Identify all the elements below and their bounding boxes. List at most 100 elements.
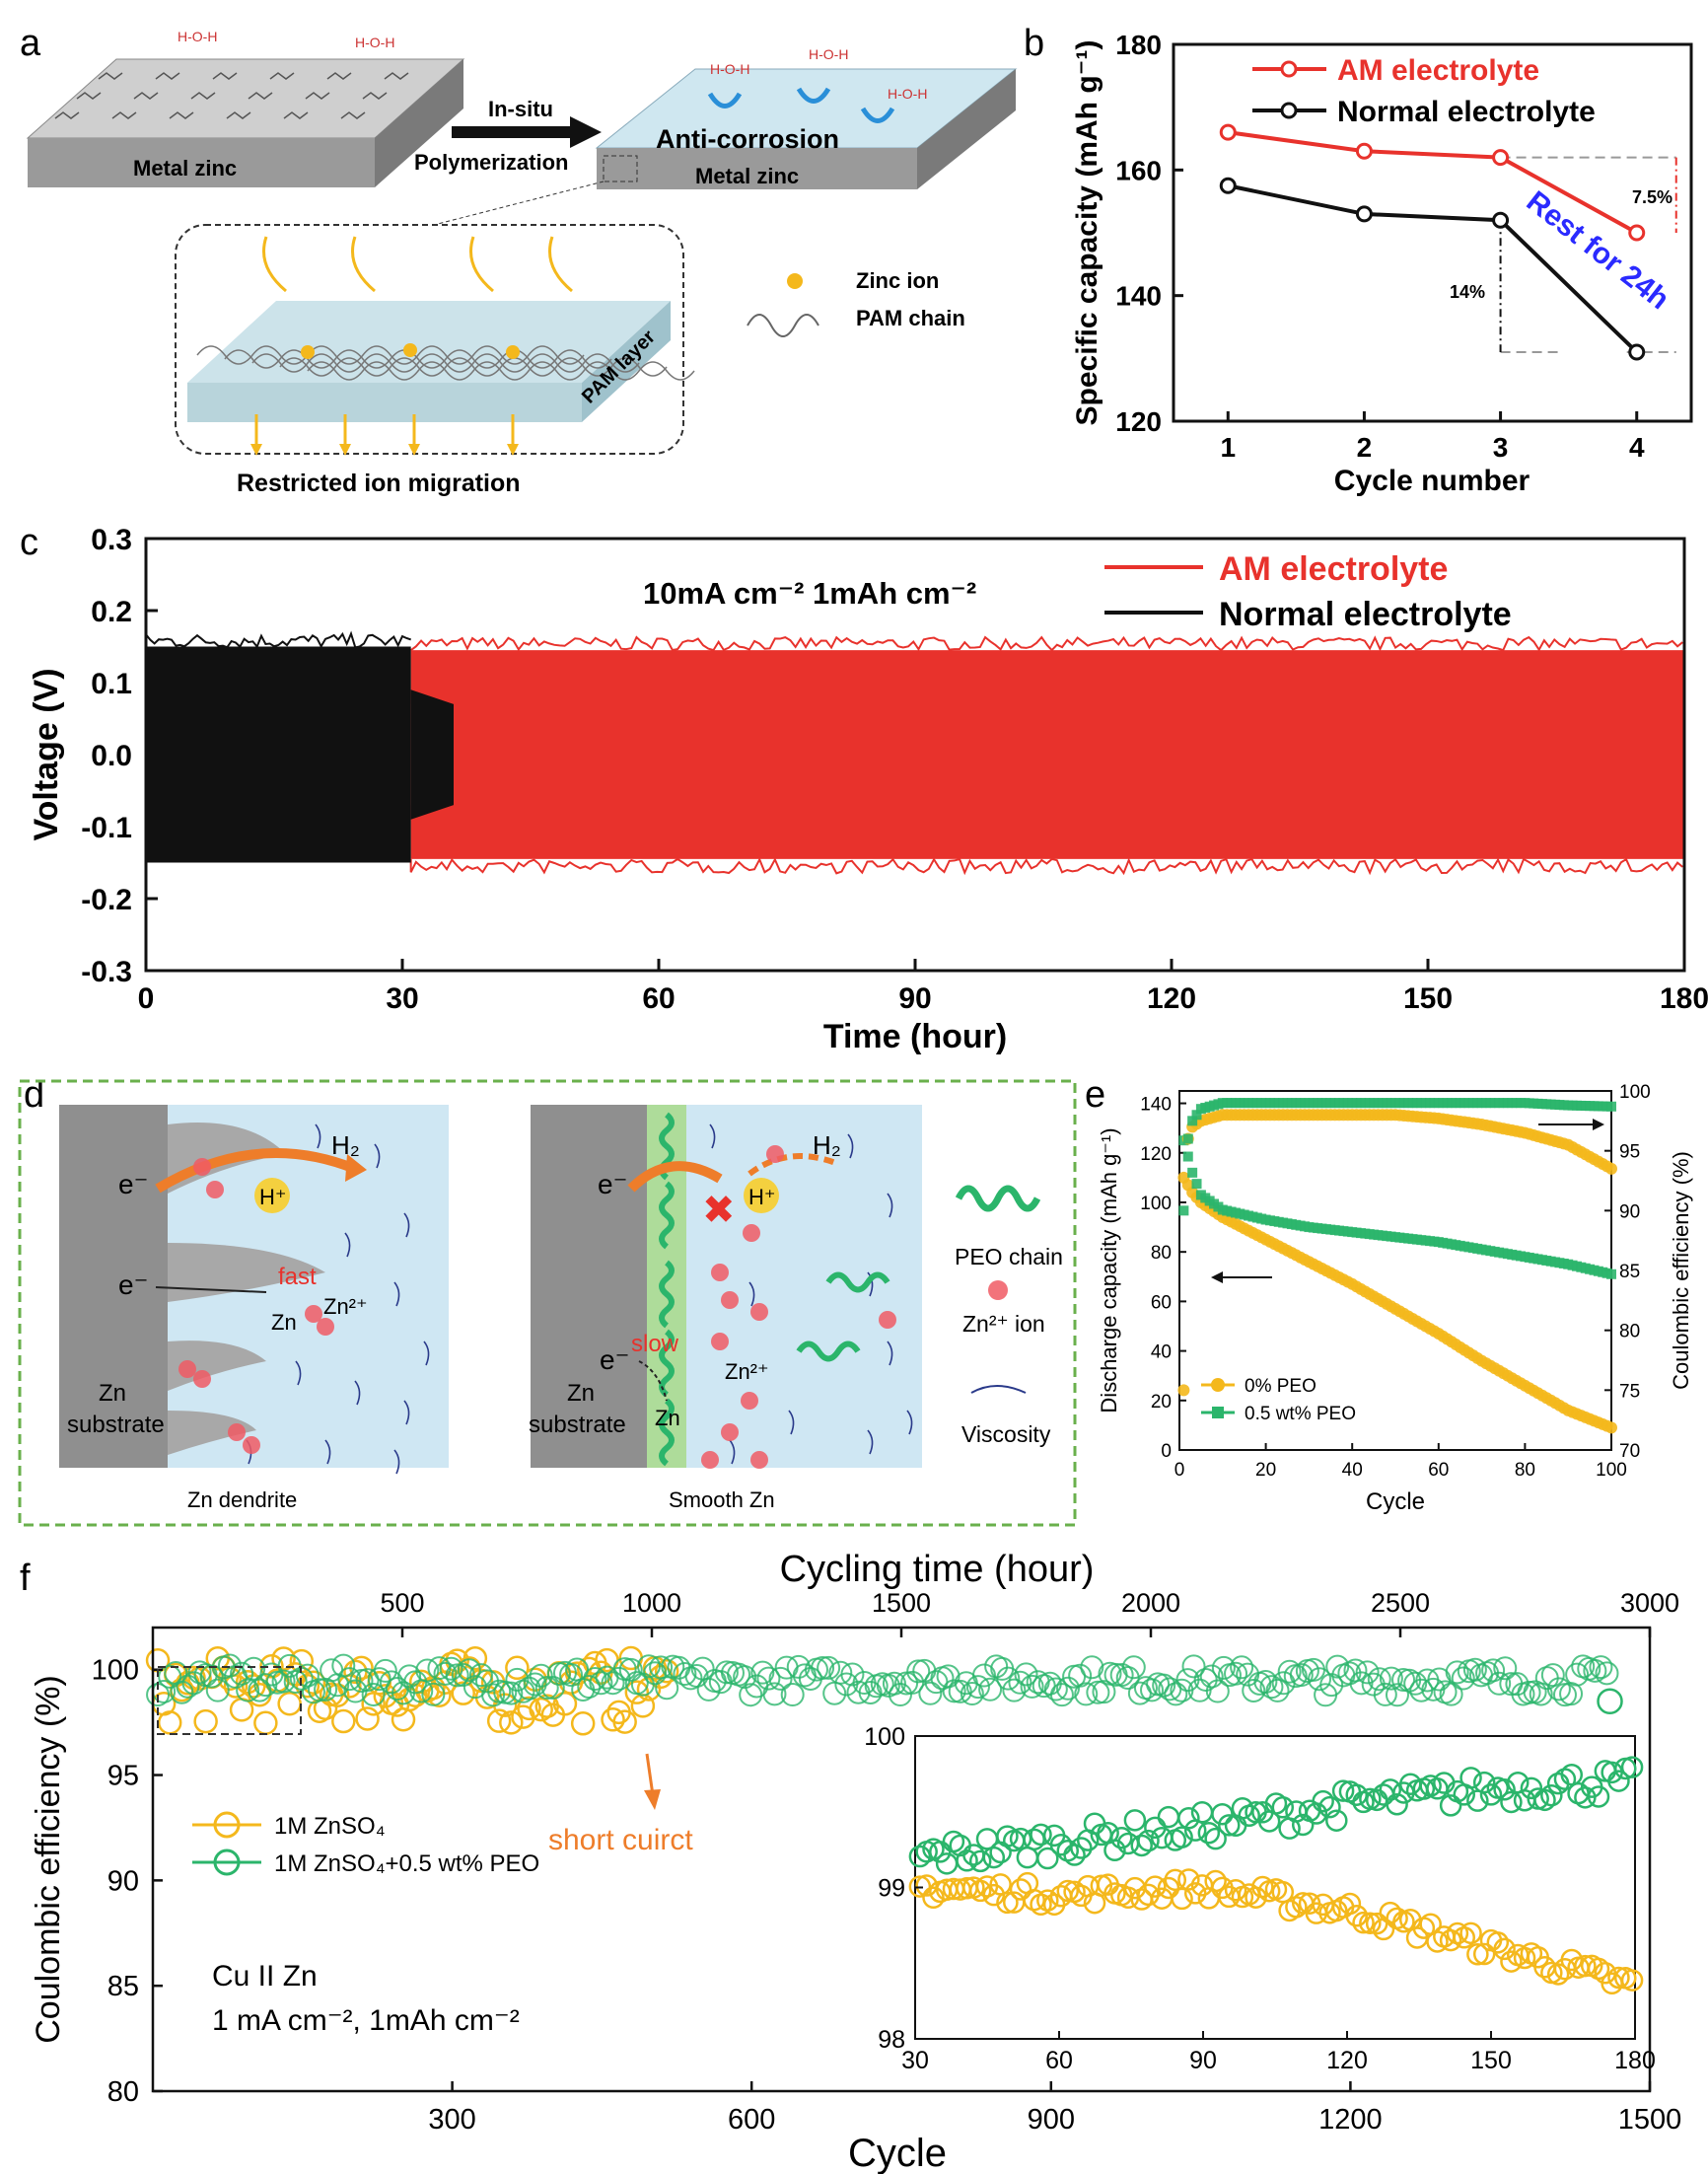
inset-point <box>1439 1928 1462 1952</box>
data-point <box>529 1663 553 1688</box>
data-point <box>1439 1682 1463 1706</box>
inset-x-tick-label: 60 <box>1045 2047 1073 2074</box>
ion-arrow-out-head <box>339 444 351 456</box>
data-point <box>618 1657 643 1682</box>
inset-point <box>1063 1844 1086 1866</box>
data-point <box>1219 177 1237 194</box>
inset-point <box>1426 1930 1449 1953</box>
peo-chain <box>659 1398 675 1467</box>
data-point <box>415 1658 440 1683</box>
data-point <box>355 1706 380 1731</box>
inset-point <box>1110 1827 1133 1849</box>
inset-point <box>1318 1795 1341 1819</box>
x-tick-label: 120 <box>1147 982 1196 1015</box>
panel-b-xlabel: Cycle number <box>1334 465 1530 497</box>
inset-point <box>1345 1904 1368 1927</box>
y-tick-label-right: 70 <box>1619 1441 1640 1462</box>
data-point <box>439 1656 463 1681</box>
x-tick-label: 100 <box>1596 1460 1627 1481</box>
data-point <box>643 1661 668 1686</box>
zn-ion <box>701 1451 719 1469</box>
inset-point <box>1439 1794 1462 1817</box>
legend-am-marker <box>1280 60 1298 78</box>
data-point <box>918 1681 943 1705</box>
panel-e-series <box>1177 1098 1617 1434</box>
data-point <box>217 1653 242 1678</box>
legend-f-yellow-label: 1M ZnSO₄ <box>274 1813 386 1840</box>
right-zn: Zn <box>655 1406 680 1430</box>
data-point <box>552 1692 578 1716</box>
data-point <box>1492 211 1510 229</box>
panel-a-schematic: Metal zinc In-situ Polymerization Anti-c… <box>26 29 1018 497</box>
x-tick-label: 150 <box>1403 982 1453 1015</box>
x-tick-label: 30 <box>386 982 418 1015</box>
peo-chain-legend-icon <box>955 1185 1041 1212</box>
panel-c-axes: -0.3 -0.2 -0.1 0.0 0.1 0.2 0.3 0 30 60 90 120 150 180 <box>81 524 1708 1015</box>
x-tick-label: 4 <box>1629 432 1645 463</box>
fast-label: fast <box>278 1264 317 1290</box>
inset-point <box>996 1891 1019 1915</box>
data-point <box>1211 1655 1236 1680</box>
x2-tick-label: 2500 <box>1371 1588 1430 1618</box>
data-point <box>367 1667 391 1692</box>
zn-ion <box>750 1303 768 1321</box>
right-axis-arrowhead <box>1593 1119 1604 1130</box>
inset-point <box>1157 1876 1180 1900</box>
panel-c-series <box>145 630 1685 876</box>
pam-chain <box>307 361 695 381</box>
right-e-minus-mid: e⁻ <box>600 1344 629 1375</box>
monomer-molecule <box>98 72 123 80</box>
data-point <box>601 1671 625 1696</box>
monomer-molecules <box>54 72 409 119</box>
panel-label-f: f <box>20 1558 31 1599</box>
data-point <box>235 1669 260 1695</box>
viscosity-line <box>403 1400 410 1425</box>
inset-point <box>1171 1826 1193 1848</box>
y-tick-label: 160 <box>1115 155 1162 185</box>
data-point <box>1628 343 1646 361</box>
x-tick-label: 0 <box>1174 1460 1185 1481</box>
panel-d-dashed-border <box>18 1079 1077 1527</box>
peo-chain <box>825 1271 890 1293</box>
data-point <box>301 1670 326 1695</box>
inset-point <box>1479 1783 1503 1806</box>
data-point <box>1253 1670 1278 1695</box>
data-point <box>1068 1663 1093 1688</box>
zn-ion <box>743 1224 760 1242</box>
data-point <box>589 1671 613 1696</box>
data-point <box>1517 1680 1541 1704</box>
data-point <box>1289 1663 1314 1688</box>
panel-f-series <box>145 1645 1623 1736</box>
y-tick-label: 0.2 <box>91 596 132 628</box>
data-point <box>529 1697 553 1722</box>
y-tick-label: 0.1 <box>91 668 132 700</box>
monomer-molecule <box>226 111 251 119</box>
data-point <box>308 1678 332 1703</box>
left-zn: Zn <box>271 1310 297 1335</box>
data-point <box>1343 1658 1368 1683</box>
left-axis-arrowhead <box>1211 1271 1223 1283</box>
am-voltage-upper-noise <box>409 635 1683 652</box>
data-point <box>505 1655 530 1681</box>
y-tick-label-right: 75 <box>1619 1381 1640 1402</box>
normal-voltage-noise <box>145 630 411 649</box>
right-zinc-slab-side <box>917 69 1016 189</box>
inset-point <box>1466 1942 1489 1966</box>
panel-c-xlabel: Time (hour) <box>823 1018 1007 1055</box>
monomer-molecule <box>362 92 388 100</box>
pam-chain-legend-icon <box>747 314 819 337</box>
data-point <box>1487 1671 1512 1696</box>
ion-arrow-in <box>262 236 287 293</box>
zn-ion <box>305 1305 322 1323</box>
zn-ion <box>741 1392 758 1410</box>
data-point <box>1529 1682 1553 1706</box>
data-point <box>331 1708 356 1734</box>
data-point <box>1181 1654 1206 1679</box>
y-tick-label-left: 120 <box>1140 1144 1172 1165</box>
right-e-minus-top: e⁻ <box>598 1169 627 1199</box>
ion-arrow-out-head <box>408 444 420 456</box>
data-point <box>1152 1673 1176 1698</box>
zn-ion <box>206 1181 224 1198</box>
data-point <box>1178 1205 1189 1216</box>
legend-c-am-label: AM electrolyte <box>1219 550 1448 588</box>
